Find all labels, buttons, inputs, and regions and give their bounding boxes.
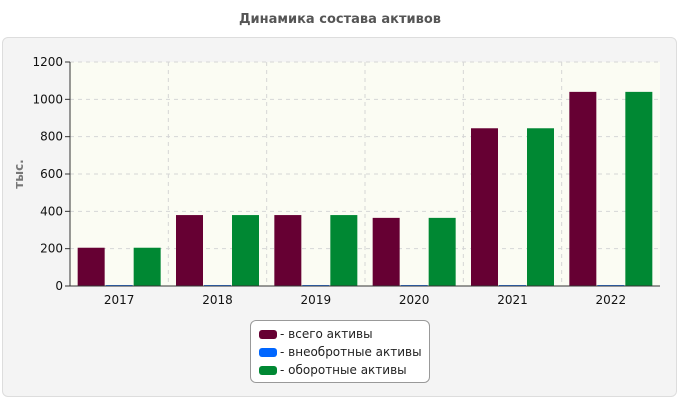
- bar-total-2022: [569, 91, 597, 286]
- x-tick-label-2022: 2022: [596, 293, 627, 307]
- bar-total-2021: [471, 128, 498, 286]
- legend-label-noncurrent-assets: - внеобротные активы: [280, 345, 422, 359]
- legend-label-current-assets: - оборотные активы: [280, 363, 407, 377]
- y-tick-label-600: 600: [40, 167, 63, 181]
- x-tick-label-2018: 2018: [202, 293, 233, 307]
- legend-item-total-assets[interactable]: - всего активы: [259, 325, 429, 343]
- legend-swatch-total-assets: [259, 329, 277, 339]
- legend-item-current-assets[interactable]: - оборотные активы: [259, 361, 429, 379]
- bar-current-2022: [625, 91, 653, 286]
- bar-total-2018: [176, 215, 203, 286]
- y-tick-label-0: 0: [55, 279, 63, 293]
- legend-swatch-noncurrent-assets: [259, 347, 277, 357]
- legend-label-total-assets: - всего активы: [280, 327, 373, 341]
- bar-total-2017: [77, 247, 105, 286]
- chart-title: Динамика состава активов: [238, 12, 442, 27]
- legend: - всего активы - внеобротные активы - об…: [250, 320, 430, 383]
- x-tick-label-2017: 2017: [104, 293, 135, 307]
- bar-total-2019: [274, 215, 302, 286]
- bar-current-2018: [232, 215, 259, 286]
- y-tick-label-800: 800: [40, 130, 63, 144]
- bar-current-2021: [527, 128, 554, 286]
- x-tick-label-2020: 2020: [399, 293, 430, 307]
- y-tick-label-200: 200: [40, 242, 63, 256]
- y-tick-label-1200: 1200: [32, 55, 63, 69]
- bar-total-2020: [372, 217, 400, 286]
- legend-item-noncurrent-assets[interactable]: - внеобротные активы: [259, 343, 429, 361]
- x-tick-label-2019: 2019: [301, 293, 332, 307]
- bar-current-2017: [133, 247, 161, 286]
- y-axis-label: тыс.: [12, 159, 26, 188]
- bar-current-2020: [428, 217, 456, 286]
- legend-swatch-current-assets: [259, 365, 277, 375]
- bar-current-2019: [330, 215, 358, 286]
- x-tick-label-2021: 2021: [497, 293, 528, 307]
- y-tick-label-1000: 1000: [32, 92, 63, 106]
- y-tick-label-400: 400: [40, 204, 63, 218]
